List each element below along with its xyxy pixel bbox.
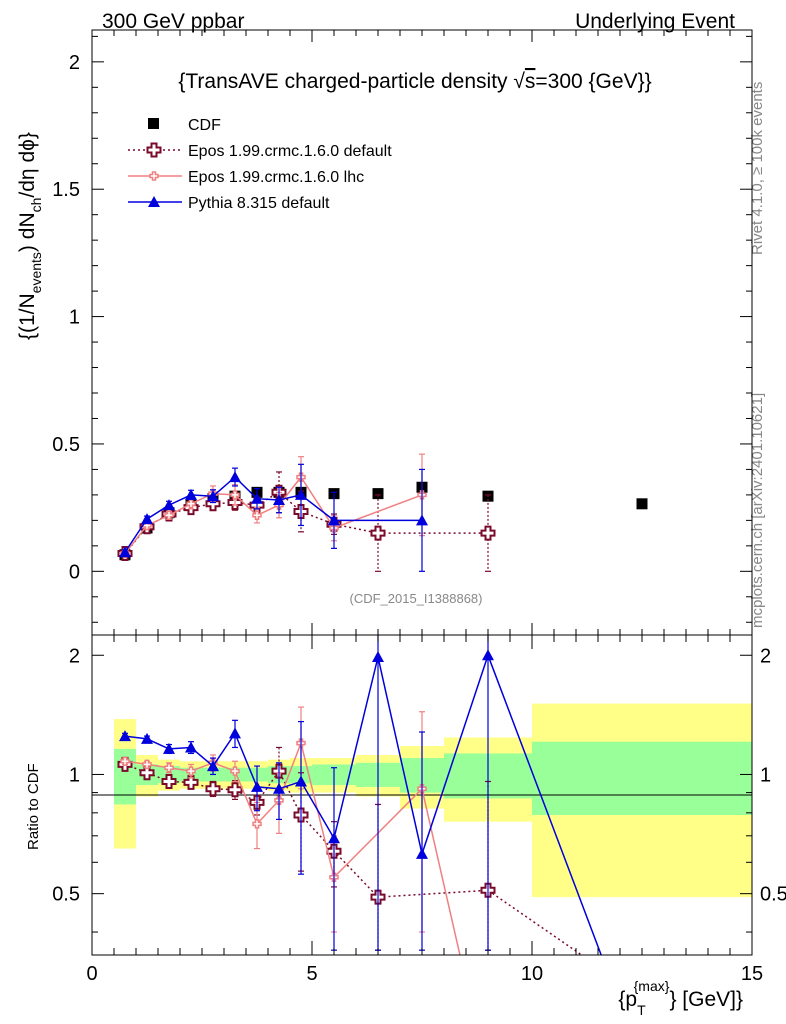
main-point-epos-lhc: [230, 490, 240, 500]
ratio-point-epos-lhc: [230, 766, 240, 776]
main-point-pythia: [185, 488, 197, 500]
ratio-y-tick-label-left: 2: [69, 645, 80, 667]
top-y-tick-label: 0: [69, 561, 80, 583]
legend-label-epos-default: Epos 1.99.crmc.1.6.0 default: [188, 143, 392, 160]
ratio-point-pythia: [251, 780, 263, 792]
ratio-point-epos-lhc: [186, 766, 196, 776]
main-point-cdf: [372, 488, 384, 500]
ratio-y-tick-label-right: 0.5: [760, 884, 786, 906]
header-left: 300 GeV ppbar: [102, 10, 244, 33]
top-y-axis-label: {(1/Nevents) dNch/dη dϕ}: [16, 132, 44, 340]
ratio-y-tick-label-left: 0.5: [52, 884, 80, 906]
main-point-pythia: [328, 514, 340, 526]
legend-marker-epos-lhc: [149, 171, 159, 181]
main-point-epos-default: [480, 525, 496, 541]
main-point-pythia: [119, 546, 131, 558]
ratio-point-epos-default: [161, 774, 177, 789]
legend-label-epos-lhc: Epos 1.99.crmc.1.6.0 lhc: [188, 169, 364, 186]
ratio-point-pythia: [229, 727, 241, 739]
ratio-point-pythia: [119, 730, 131, 742]
legend-marker-cdf: [148, 118, 159, 129]
legend-label-cdf: CDF: [188, 117, 221, 134]
ratio-point-pythia: [372, 651, 384, 662]
ratio-point-pythia: [416, 847, 428, 859]
ratio-point-pythia: [482, 649, 494, 661]
bottom-y-axis-label: Ratio to CDF: [25, 763, 42, 850]
ratio-point-pythia: [273, 782, 285, 794]
legend: CDF Epos 1.99.crmc.1.6.0 default Epos 1.…: [128, 117, 392, 212]
analysis-id-watermark: (CDF_2015_I1388868): [350, 591, 483, 606]
ratio-line-pythia: [124, 653, 602, 955]
ratio-point-pythia: [163, 742, 175, 754]
x-axis-label: {pT{max}} [GeV]}: [618, 978, 743, 1018]
main-point-pythia: [251, 492, 263, 504]
uncertainty-band-stat: [532, 741, 752, 815]
x-tick-label: 15: [741, 963, 763, 985]
main-point-pythia: [163, 499, 175, 511]
main-point-pythia: [295, 488, 307, 500]
main-point-pythia: [207, 490, 219, 502]
main-point-pythia: [141, 513, 153, 525]
rivet-version-label: Rivet 4.1.0, ≥ 100k events: [749, 82, 766, 255]
ratio-point-epos-lhc: [142, 759, 152, 770]
top-y-tick-label: 1.5: [52, 179, 80, 201]
ratio-point-epos-lhc: [462, 978, 470, 986]
ratio-point-epos-default: [183, 774, 199, 790]
ratio-point-epos-default: [227, 782, 243, 798]
main-point-epos-lhc: [164, 510, 174, 521]
x-tick-label: 5: [306, 963, 317, 985]
header-right: Underlying Event: [575, 10, 735, 33]
ratio-point-epos-lhc: [120, 756, 130, 766]
main-point-cdf: [636, 498, 648, 510]
ratio-y-tick-label-left: 1: [69, 764, 80, 786]
ratio-point-pythia: [141, 732, 153, 744]
ratio-y-tick-label-right: 1: [760, 764, 771, 786]
ratio-point-pythia: [295, 775, 307, 787]
ratio-point-epos-default: [139, 765, 155, 781]
main-line-epos_def: [124, 491, 488, 554]
main-point-pythia: [416, 514, 428, 526]
top-y-tick-label: 1: [69, 307, 80, 329]
ratio-y-tick-label-right: 2: [760, 645, 771, 667]
main-point-epos-lhc: [186, 499, 196, 509]
ratio-point-pythia: [328, 832, 340, 844]
legend-marker-epos-default: [146, 142, 162, 158]
mcplots-credit-label: mcplots.cern.ch [arXiv:2401.10621]: [749, 393, 766, 628]
main-point-epos-default: [370, 525, 386, 541]
ratio-point-epos-lhc: [252, 819, 262, 829]
main-point-pythia: [273, 494, 285, 505]
legend-marker-pythia: [148, 196, 160, 207]
ratio-point-pythia: [605, 976, 617, 987]
ratio-point-epos-default: [614, 975, 627, 988]
legend-label-pythia: Pythia 8.315 default: [188, 195, 330, 212]
top-chart-title: {TransAVE charged-particle density √s=30…: [178, 70, 651, 93]
ratio-point-epos-lhc: [164, 762, 174, 773]
top-y-tick-label: 0.5: [52, 434, 80, 456]
main-point-epos-lhc: [252, 510, 262, 521]
ratio-point-epos-default: [205, 781, 221, 797]
x-tick-label: 0: [86, 963, 97, 985]
main-point-pythia: [229, 471, 241, 483]
top-y-tick-label: 2: [69, 52, 80, 74]
x-tick-label: 10: [521, 963, 543, 985]
ratio-point-pythia: [207, 760, 219, 772]
ratio-point-pythia: [185, 741, 197, 753]
